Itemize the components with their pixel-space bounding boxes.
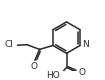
Text: HO: HO — [46, 71, 59, 80]
Text: N: N — [82, 40, 89, 49]
Text: Cl: Cl — [5, 40, 14, 49]
Text: O: O — [78, 68, 85, 77]
Text: O: O — [31, 62, 38, 71]
